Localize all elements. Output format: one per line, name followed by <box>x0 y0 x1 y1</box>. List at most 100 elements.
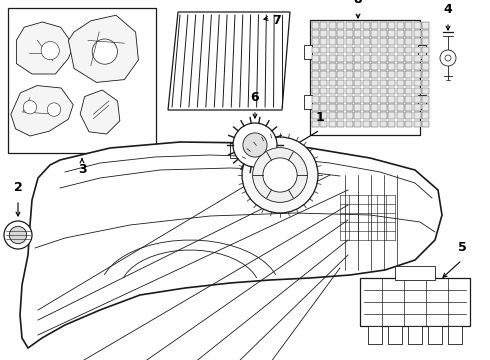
Bar <box>320 22 327 29</box>
Bar <box>329 80 336 86</box>
Bar <box>346 71 353 78</box>
Bar <box>422 104 429 111</box>
Bar <box>428 326 442 344</box>
Bar <box>396 63 404 70</box>
Bar <box>422 96 429 103</box>
Bar <box>354 47 361 53</box>
Bar <box>338 47 344 53</box>
Bar <box>338 39 344 45</box>
Bar <box>363 30 370 37</box>
Circle shape <box>4 221 32 249</box>
Bar <box>414 22 420 29</box>
Bar <box>414 112 420 119</box>
Bar <box>405 96 412 103</box>
Bar <box>388 121 395 127</box>
Bar <box>371 104 378 111</box>
Bar <box>320 80 327 86</box>
Bar <box>354 121 361 127</box>
Bar <box>329 30 336 37</box>
Bar <box>312 22 319 29</box>
Bar <box>320 112 327 119</box>
Bar <box>396 39 404 45</box>
Bar <box>354 63 361 70</box>
Bar <box>338 88 344 94</box>
Bar <box>329 104 336 111</box>
Bar <box>380 80 387 86</box>
Bar <box>414 47 420 53</box>
Bar <box>414 30 420 37</box>
Bar <box>405 30 412 37</box>
Circle shape <box>24 100 37 114</box>
Bar <box>422 112 429 119</box>
Bar <box>388 39 395 45</box>
Bar <box>354 30 361 37</box>
Bar <box>380 88 387 94</box>
Bar <box>320 55 327 62</box>
Text: 3: 3 <box>78 163 86 176</box>
Bar <box>346 121 353 127</box>
Bar <box>363 96 370 103</box>
Bar <box>388 88 395 94</box>
Polygon shape <box>69 15 138 82</box>
Bar <box>320 104 327 111</box>
Bar <box>388 80 395 86</box>
Bar <box>312 47 319 53</box>
Circle shape <box>9 226 26 244</box>
Bar <box>338 22 344 29</box>
Bar <box>338 63 344 70</box>
Bar <box>312 39 319 45</box>
Bar <box>363 104 370 111</box>
Bar <box>380 63 387 70</box>
Bar <box>380 47 387 53</box>
Bar <box>312 96 319 103</box>
Text: 6: 6 <box>251 91 259 104</box>
Bar <box>346 88 353 94</box>
Text: 7: 7 <box>271 14 280 27</box>
Bar <box>312 30 319 37</box>
Bar <box>346 55 353 62</box>
Bar <box>363 55 370 62</box>
Bar <box>312 71 319 78</box>
Bar <box>405 104 412 111</box>
Bar <box>354 55 361 62</box>
Bar <box>396 55 404 62</box>
Bar <box>312 104 319 111</box>
Bar <box>418 95 426 109</box>
Bar <box>396 121 404 127</box>
Polygon shape <box>80 90 120 134</box>
Bar <box>320 71 327 78</box>
Bar <box>422 55 429 62</box>
Bar <box>371 30 378 37</box>
Bar <box>396 96 404 103</box>
Bar <box>380 55 387 62</box>
Bar <box>346 112 353 119</box>
Bar <box>414 88 420 94</box>
Bar <box>405 47 412 53</box>
Bar <box>363 63 370 70</box>
Circle shape <box>440 50 456 66</box>
Bar <box>388 22 395 29</box>
Bar <box>418 45 426 59</box>
Bar <box>380 39 387 45</box>
Bar <box>388 47 395 53</box>
Bar <box>388 30 395 37</box>
Bar <box>371 47 378 53</box>
Bar <box>380 71 387 78</box>
Bar <box>414 121 420 127</box>
Bar <box>310 20 420 135</box>
Bar <box>371 71 378 78</box>
Circle shape <box>233 123 277 167</box>
Bar <box>320 30 327 37</box>
Bar <box>338 104 344 111</box>
Bar <box>363 112 370 119</box>
Circle shape <box>253 148 307 202</box>
Bar <box>354 104 361 111</box>
Bar <box>338 112 344 119</box>
Bar <box>380 112 387 119</box>
Bar <box>405 22 412 29</box>
Bar <box>395 266 435 280</box>
Bar <box>312 112 319 119</box>
Bar <box>363 71 370 78</box>
Bar <box>346 104 353 111</box>
Circle shape <box>263 158 297 192</box>
